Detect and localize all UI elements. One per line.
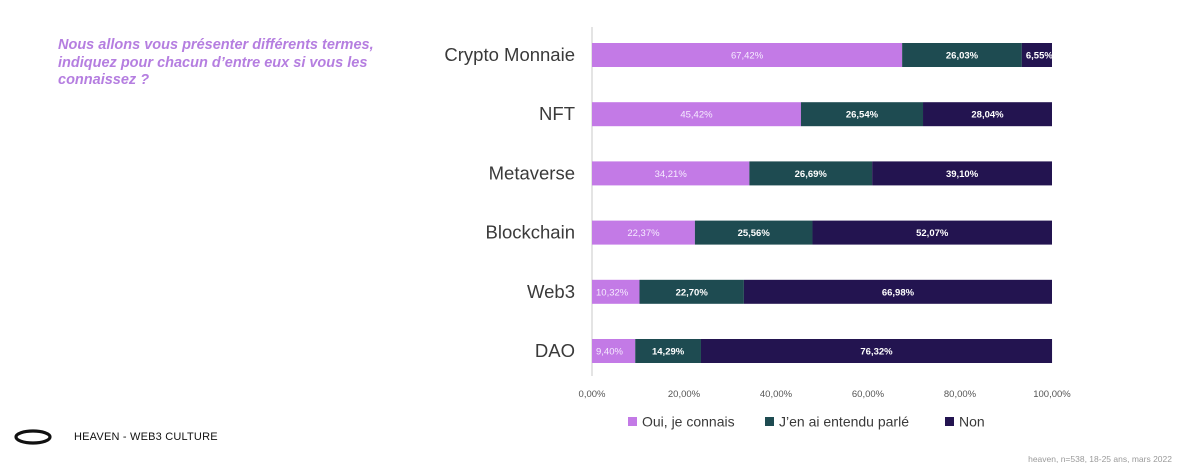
category-label: Metaverse bbox=[489, 162, 575, 183]
data-label: 26,54% bbox=[846, 110, 879, 121]
bar-segment bbox=[812, 220, 1052, 245]
question-line: Nous allons vous présenter différents te… bbox=[58, 37, 374, 53]
question-line: indiquez pour chacun d’entre eux si vous… bbox=[58, 54, 368, 71]
bar-segment bbox=[902, 43, 1022, 67]
question-line: connaissez ? bbox=[58, 72, 150, 88]
bar-segment bbox=[923, 102, 1052, 127]
legend-swatch bbox=[628, 417, 637, 426]
x-tick-label: 100,00% bbox=[1033, 389, 1071, 400]
bar-segment bbox=[700, 339, 1053, 363]
data-label: 39,10% bbox=[946, 169, 979, 180]
x-tick-label: 60,00% bbox=[852, 389, 885, 400]
bar-segment bbox=[1021, 43, 1052, 67]
bar-segment bbox=[592, 279, 640, 304]
brand-footer: HEAVEN - WEB3 CULTURE bbox=[14, 429, 218, 445]
x-tick-label: 80,00% bbox=[944, 389, 977, 400]
data-label: 28,04% bbox=[971, 110, 1004, 121]
bar-segment bbox=[639, 279, 744, 304]
data-label: 45,42% bbox=[680, 110, 713, 121]
data-label: 9,40% bbox=[596, 347, 623, 358]
data-label: 52,07% bbox=[916, 228, 949, 239]
bar-segment bbox=[749, 161, 873, 186]
source-note: heaven, n=538, 18-25 ans, mars 2022 bbox=[1028, 454, 1172, 464]
category-label: DAO bbox=[535, 340, 575, 361]
bar-segment bbox=[800, 102, 924, 127]
bar-segment bbox=[872, 161, 1052, 186]
data-label: 10,32% bbox=[596, 287, 629, 298]
data-label: 26,03% bbox=[946, 51, 979, 62]
data-label: 67,42% bbox=[731, 51, 764, 62]
bar-segment bbox=[694, 220, 813, 245]
data-label: 22,37% bbox=[627, 228, 660, 239]
data-label: 6,55% bbox=[1026, 51, 1053, 62]
category-label: Blockchain bbox=[486, 222, 575, 243]
legend-label: J’en ai entendu parlé bbox=[779, 414, 909, 430]
x-tick-label: 0,00% bbox=[579, 389, 606, 400]
legend-label: Non bbox=[959, 414, 985, 430]
category-label: Crypto Monnaie bbox=[444, 44, 575, 65]
bar-segment bbox=[592, 161, 750, 186]
data-label: 34,21% bbox=[655, 169, 688, 180]
brand-name: HEAVEN - WEB3 CULTURE bbox=[74, 431, 218, 443]
bar-segment bbox=[743, 279, 1052, 304]
legend-swatch bbox=[765, 417, 774, 426]
data-label: 25,56% bbox=[738, 228, 771, 239]
bar-segment bbox=[592, 339, 636, 363]
data-label: 66,98% bbox=[882, 287, 915, 298]
heaven-logo-icon bbox=[14, 429, 52, 445]
category-label: NFT bbox=[539, 103, 575, 124]
legend-label: Oui, je connais bbox=[642, 414, 735, 430]
data-label: 14,29% bbox=[652, 347, 685, 358]
data-label: 22,70% bbox=[676, 287, 709, 298]
bar-segment bbox=[635, 339, 701, 363]
legend-swatch bbox=[945, 417, 954, 426]
x-tick-label: 40,00% bbox=[760, 389, 793, 400]
survey-question: Nous allons vous présenter différents te… bbox=[58, 37, 408, 90]
data-label: 76,32% bbox=[860, 347, 893, 358]
category-label: Web3 bbox=[527, 281, 575, 302]
bar-segment bbox=[592, 102, 801, 127]
data-label: 26,69% bbox=[795, 169, 828, 180]
x-tick-label: 20,00% bbox=[668, 389, 701, 400]
bar-segment bbox=[592, 220, 695, 245]
bar-segment bbox=[592, 43, 903, 67]
